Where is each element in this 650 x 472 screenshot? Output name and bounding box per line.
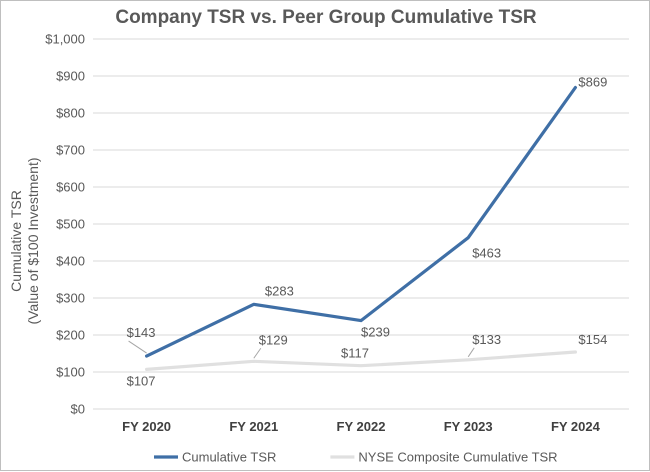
y-tick-label: $200 [56,328,85,343]
data-label-leader [253,347,262,359]
data-label: $129 [259,332,288,347]
gridlines [93,38,629,410]
x-tick-label: FY 2020 [122,419,171,434]
x-tick-label: FY 2022 [337,419,386,434]
y-tick-label: $300 [56,291,85,306]
y-tick-label: $700 [56,143,85,158]
y-tick-label: $1,000 [45,32,85,47]
y-tick-label: $100 [56,365,85,380]
y-tick-label: $400 [56,254,85,269]
data-label-leader [467,347,475,358]
x-tick-label: FY 2024 [551,419,601,434]
data-label: $143 [127,325,156,340]
data-labels: $143 $283 $239 $463 $869 $107 $129 $117 $133 $154 [127,74,608,388]
y-axis-ticks: $0 $100 $200 $300 $400 $500 $600 $700 $800 $900 $1… [45,32,85,417]
data-label: $154 [578,332,607,347]
y-tick-label: $900 [56,69,85,84]
x-axis-ticks: FY 2020 FY 2021 FY 2022 FY 2023 FY 2024 [122,419,600,434]
legend-label: Cumulative TSR [182,450,276,465]
data-label: $463 [472,246,501,261]
x-tick-label: FY 2023 [444,419,493,434]
series-line-company-tsr [145,85,578,358]
chart-title: Company TSR vs. Peer Group Cumulative TS… [115,7,537,28]
y-axis-sublabel: (Value of $100 Investment) [25,157,41,324]
x-tick-label: FY 2021 [229,419,278,434]
legend: Cumulative TSR NYSE Composite Cumulative … [154,450,558,465]
series-line-nyse-composite-tsr [145,350,578,371]
data-label: $117 [341,346,369,361]
y-tick-label: $600 [56,180,85,195]
series-lines [145,85,578,371]
data-label: $107 [127,373,156,388]
y-axis-label: Cumulative TSR [8,190,24,292]
y-axis-title: Cumulative TSR (Value of $100 Investment… [8,157,41,324]
data-label: $283 [265,283,294,298]
data-label: $239 [361,325,390,340]
data-label: $133 [472,332,501,347]
y-tick-label: $0 [71,402,85,417]
legend-label: NYSE Composite Cumulative TSR [358,450,557,465]
data-label-leader [128,340,147,354]
y-tick-label: $800 [56,106,85,121]
data-label: $869 [578,74,607,89]
y-tick-label: $500 [56,217,85,232]
